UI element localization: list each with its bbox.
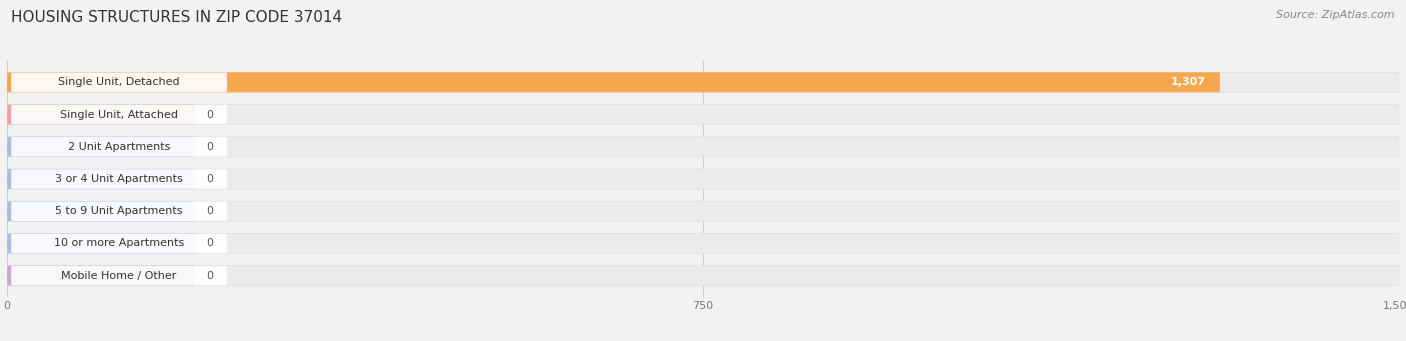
FancyBboxPatch shape (7, 201, 1399, 221)
Text: 0: 0 (207, 206, 214, 216)
FancyBboxPatch shape (7, 234, 195, 253)
FancyBboxPatch shape (7, 105, 195, 124)
FancyBboxPatch shape (11, 202, 226, 221)
FancyBboxPatch shape (11, 137, 226, 157)
FancyBboxPatch shape (7, 105, 1399, 124)
Text: 10 or more Apartments: 10 or more Apartments (53, 238, 184, 249)
Text: 0: 0 (207, 174, 214, 184)
FancyBboxPatch shape (11, 234, 226, 253)
FancyBboxPatch shape (7, 137, 1399, 157)
FancyBboxPatch shape (7, 266, 195, 286)
FancyBboxPatch shape (7, 72, 1399, 92)
FancyBboxPatch shape (7, 137, 195, 157)
Text: HOUSING STRUCTURES IN ZIP CODE 37014: HOUSING STRUCTURES IN ZIP CODE 37014 (11, 10, 343, 25)
FancyBboxPatch shape (11, 105, 226, 124)
Text: Single Unit, Detached: Single Unit, Detached (58, 77, 180, 87)
Text: 1,307: 1,307 (1171, 77, 1206, 87)
Text: Source: ZipAtlas.com: Source: ZipAtlas.com (1277, 10, 1395, 20)
FancyBboxPatch shape (11, 266, 226, 285)
Text: 0: 0 (207, 238, 214, 249)
FancyBboxPatch shape (7, 72, 1220, 92)
Text: 3 or 4 Unit Apartments: 3 or 4 Unit Apartments (55, 174, 183, 184)
Text: Single Unit, Attached: Single Unit, Attached (60, 109, 179, 120)
Text: 0: 0 (207, 109, 214, 120)
FancyBboxPatch shape (7, 266, 1399, 286)
FancyBboxPatch shape (7, 201, 195, 221)
Text: 5 to 9 Unit Apartments: 5 to 9 Unit Apartments (55, 206, 183, 216)
FancyBboxPatch shape (7, 234, 1399, 253)
FancyBboxPatch shape (11, 73, 226, 92)
Text: 2 Unit Apartments: 2 Unit Apartments (67, 142, 170, 152)
Text: 0: 0 (207, 142, 214, 152)
FancyBboxPatch shape (7, 169, 1399, 189)
FancyBboxPatch shape (7, 169, 195, 189)
FancyBboxPatch shape (11, 169, 226, 189)
Text: 0: 0 (207, 271, 214, 281)
Text: Mobile Home / Other: Mobile Home / Other (62, 271, 177, 281)
